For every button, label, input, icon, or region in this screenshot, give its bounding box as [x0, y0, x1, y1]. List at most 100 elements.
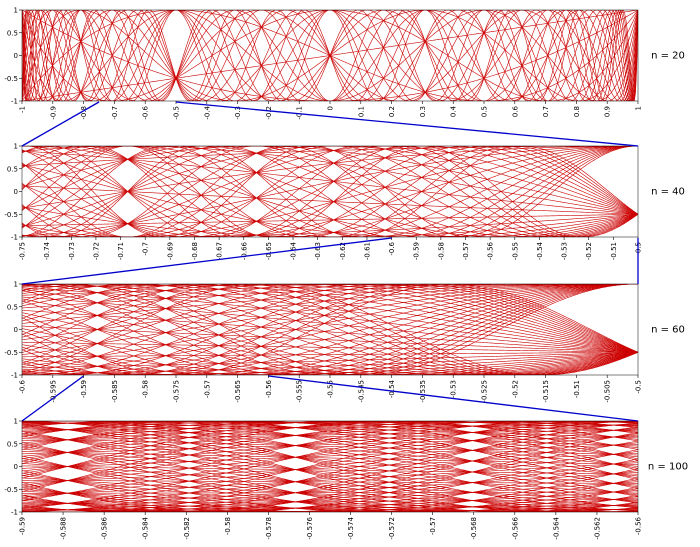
curve: [22, 284, 638, 367]
x-tick-label: 0.6: [511, 105, 519, 117]
curve: [22, 341, 638, 353]
curve: [22, 284, 638, 324]
curve: [22, 451, 638, 512]
curve: [22, 422, 638, 512]
curve: [22, 284, 638, 375]
plot-frame: [21, 283, 639, 376]
curve: [22, 424, 638, 431]
y-tick-label: 0.5: [7, 29, 18, 37]
curve: [22, 429, 638, 441]
x-tick-label: -0.8: [80, 106, 88, 120]
zoom-line: [21, 237, 392, 285]
y-tick-label: -1: [11, 372, 18, 380]
x-tick-label: -0.535: [419, 380, 427, 403]
curve: [22, 449, 638, 512]
y-tick-label: 1: [14, 143, 18, 151]
x-tick-label: -0.7: [142, 242, 150, 256]
curve: [22, 442, 638, 512]
x-tick-label: -0.57: [462, 242, 470, 260]
curve: [22, 421, 638, 492]
x-tick-label: -0.58: [142, 380, 150, 398]
x-tick-label: -0.595: [49, 380, 57, 403]
curves: [22, 284, 638, 375]
curve: [22, 499, 638, 504]
curve: [22, 421, 638, 480]
x-tick-label: -0.53: [561, 242, 569, 260]
curve: [22, 146, 638, 237]
curve: [22, 436, 638, 486]
y-tick-label: 0: [14, 188, 18, 196]
curve: [22, 312, 638, 375]
curve: [22, 462, 638, 496]
curve: [22, 284, 638, 296]
curve: [22, 146, 638, 237]
x-tick-label: -0.72: [92, 242, 100, 260]
curve: [22, 10, 638, 101]
curve: [22, 296, 638, 353]
x-tick-label: -0.574: [347, 516, 355, 539]
x-tick-label: -0.588: [60, 517, 68, 540]
curve: [22, 421, 638, 467]
curve: [22, 284, 638, 375]
curve: [22, 10, 638, 101]
y-tick-label: -1: [11, 234, 18, 242]
curve: [22, 421, 638, 489]
y-tick-label: -1: [11, 98, 18, 106]
x-tick-label: -0.75: [19, 242, 27, 260]
curve: [22, 423, 638, 508]
x-tick-label: -0.59: [413, 242, 421, 260]
x-tick-label: -0.58: [224, 517, 232, 535]
x-tick-label: -0.576: [306, 516, 314, 539]
curve: [22, 284, 638, 375]
x-tick-label: -0.73: [68, 242, 76, 260]
x-tick-label: -0.6: [142, 105, 150, 119]
x-tick-label: -0.582: [183, 517, 191, 540]
curve: [22, 284, 638, 375]
curve: [22, 10, 638, 101]
curve: [22, 146, 638, 209]
x-tick-label: -0.68: [191, 242, 199, 260]
curve: [22, 10, 638, 101]
x-tick-label: 0.3: [419, 106, 427, 117]
x-tick-label: -0.4: [203, 105, 211, 119]
curve: [22, 438, 638, 456]
curve: [22, 284, 638, 374]
y-tick-label: -0.5: [4, 486, 18, 494]
curve: [22, 164, 638, 237]
panel-label: n = 40: [651, 187, 685, 198]
y-tick-label: 0.5: [7, 165, 18, 173]
x-tick-label: -0.58: [437, 242, 445, 260]
x-tick-label: -0.65: [265, 242, 273, 260]
curve: [22, 284, 638, 366]
curve: [22, 284, 638, 375]
x-tick-label: 0.1: [357, 106, 365, 117]
x-tick-label: -0.584: [142, 516, 150, 539]
curve: [22, 451, 638, 465]
curve: [22, 146, 638, 237]
curve: [22, 442, 638, 507]
x-tick-label: -0.55: [511, 242, 519, 260]
curve: [22, 146, 638, 237]
x-tick-label: -0.565: [234, 380, 242, 403]
x-tick-label: -0.545: [357, 380, 365, 403]
x-tick-label: -0.7: [111, 106, 119, 120]
curve: [22, 284, 638, 356]
curve: [22, 10, 638, 101]
curve: [22, 284, 638, 375]
curve: [22, 421, 638, 490]
curve: [22, 284, 638, 375]
curve: [22, 351, 638, 375]
x-tick-label: -0.55: [327, 380, 335, 398]
curve: [22, 10, 638, 101]
curve: [22, 284, 638, 375]
curve: [22, 284, 638, 375]
curve: [22, 284, 638, 353]
curve: [22, 146, 638, 215]
curve: [22, 213, 638, 237]
curve: [22, 428, 638, 447]
curve: [22, 146, 638, 237]
x-tick-label: 0.7: [542, 106, 550, 117]
x-tick-label: -0.585: [111, 380, 119, 403]
y-tick-label: -1: [11, 509, 18, 517]
x-tick-label: -0.5: [173, 106, 181, 120]
